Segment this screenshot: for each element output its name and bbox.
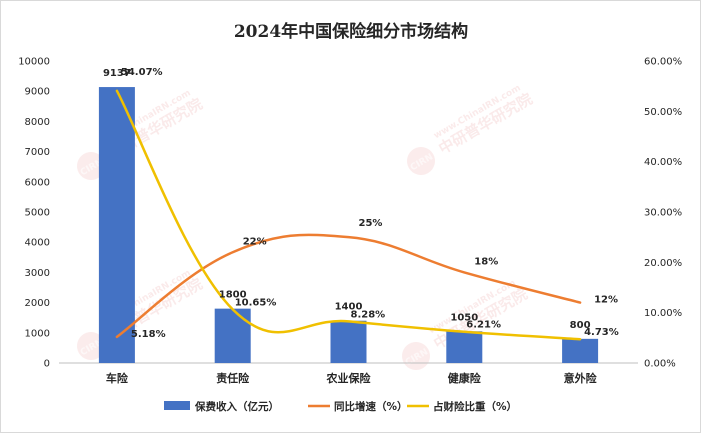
y-left-tick-label: 6000: [25, 177, 50, 188]
line-data-label: 10.65%: [235, 297, 277, 308]
bar-data-label: 800: [570, 320, 591, 331]
y-right-tick-label: 50.00%: [644, 107, 682, 118]
bar: [98, 87, 135, 364]
line-data-label: 12%: [594, 295, 618, 306]
x-category-label: 健康险: [448, 371, 482, 385]
line-data-label: 5.18%: [131, 329, 166, 340]
line-data-label: 22%: [243, 236, 267, 247]
legend-swatch: [164, 401, 190, 410]
y-left-tick-label: 9000: [25, 87, 50, 98]
legend-label: 同比增速（%）: [334, 400, 408, 413]
line-data-label: 25%: [359, 218, 383, 229]
bar: [330, 320, 367, 363]
y-right-tick-label: 0.00%: [644, 359, 676, 370]
legend-label: 保费收入（亿元）: [194, 400, 279, 413]
y-left-tick-label: 5000: [25, 208, 50, 219]
y-left-tick-label: 8000: [25, 117, 50, 128]
line-data-label: 54.07%: [121, 67, 163, 78]
y-left-tick-label: 4000: [25, 238, 50, 249]
y-left-tick-label: 0: [44, 359, 50, 370]
line-series-1: [115, 233, 582, 339]
x-category-label: 农业保险: [326, 371, 372, 385]
y-right-tick-label: 40.00%: [644, 157, 682, 168]
y-left-tick-label: 7000: [25, 147, 50, 158]
line-data-label: 8.28%: [351, 309, 386, 320]
y-right-tick-label: 60.00%: [644, 57, 682, 68]
bar-data-label: 1800: [219, 290, 247, 301]
x-category-label: 车险: [106, 371, 129, 385]
line-data-label: 18%: [474, 256, 498, 267]
chart-title: 2024年中国保险细分市场结构: [234, 21, 468, 42]
x-category-label: 责任险: [216, 371, 250, 385]
bar: [446, 331, 483, 363]
y-left-tick-label: 10000: [18, 57, 50, 68]
bar: [562, 338, 599, 363]
y-right-tick-label: 10.00%: [644, 308, 682, 319]
y-left-tick-label: 2000: [25, 298, 50, 309]
bar-data-label: 1400: [335, 302, 363, 313]
legend-label: 占财险比重（%）: [433, 400, 517, 413]
line-data-label: 6.21%: [466, 320, 501, 331]
line-series-2: [115, 89, 582, 341]
x-category-label: 意外险: [564, 371, 598, 385]
bar-data-label: 1050: [450, 312, 478, 323]
bar-data-label: 9137: [103, 68, 131, 79]
y-left-tick-label: 3000: [25, 268, 50, 279]
y-right-tick-label: 30.00%: [644, 208, 682, 219]
y-right-tick-label: 20.00%: [644, 258, 682, 269]
y-left-tick-label: 1000: [25, 328, 50, 339]
line-data-label: 4.73%: [584, 327, 619, 338]
bar: [214, 308, 251, 363]
